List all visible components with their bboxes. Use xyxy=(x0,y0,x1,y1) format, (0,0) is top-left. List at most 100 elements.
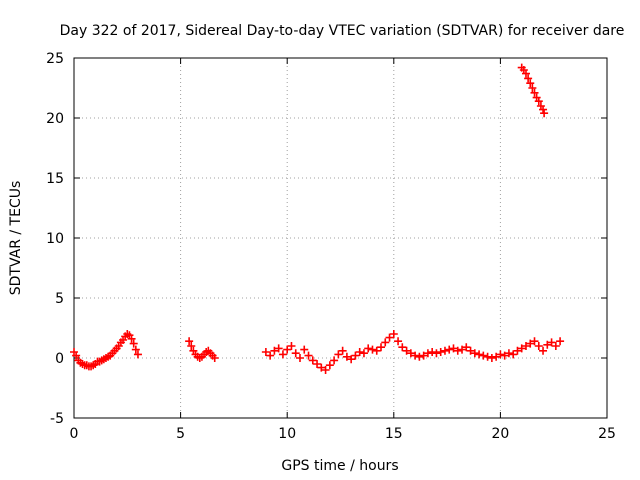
x-axis-label: GPS time / hours xyxy=(281,458,398,474)
data-point xyxy=(517,344,526,353)
data-point xyxy=(475,350,484,359)
data-point xyxy=(351,351,360,360)
data-point xyxy=(359,349,368,358)
y-tick-label: 25 xyxy=(46,51,64,67)
data-point xyxy=(287,342,296,350)
data-point xyxy=(530,337,539,346)
data-point xyxy=(487,354,496,362)
x-tick-label: 15 xyxy=(385,426,403,442)
data-point xyxy=(540,109,549,118)
data-point xyxy=(210,354,219,362)
data-point xyxy=(423,349,432,358)
data-point xyxy=(377,343,386,352)
data-point xyxy=(521,342,530,350)
data-point xyxy=(547,338,556,347)
data-point xyxy=(428,348,437,356)
x-tick-labels: 0 5 10 15 20 25 xyxy=(70,426,616,442)
data-point xyxy=(187,342,196,350)
data-point xyxy=(526,79,535,88)
data-point xyxy=(266,351,275,360)
data-point xyxy=(411,351,420,360)
data-point xyxy=(334,350,343,359)
data-point xyxy=(445,345,454,354)
data-point xyxy=(300,345,309,354)
data-point xyxy=(325,361,334,370)
data-point xyxy=(483,352,492,361)
data-point xyxy=(470,349,479,358)
data-point xyxy=(504,349,513,358)
grid-lines xyxy=(74,58,607,418)
x-tick-label: 25 xyxy=(598,426,616,442)
data-point xyxy=(496,350,505,359)
data-point xyxy=(449,344,458,353)
data-point xyxy=(509,350,518,359)
y-tick-label: 15 xyxy=(46,171,64,187)
data-point xyxy=(398,343,407,352)
data-point xyxy=(458,345,467,354)
y-tick-label: 10 xyxy=(46,231,64,247)
data-point xyxy=(321,366,330,374)
data-point xyxy=(72,351,81,360)
data-point xyxy=(402,346,411,355)
data-point xyxy=(500,351,509,360)
data-point xyxy=(389,330,398,338)
data-point xyxy=(385,333,394,342)
data-point xyxy=(278,350,287,359)
data-point xyxy=(551,342,560,350)
data-point xyxy=(313,360,322,368)
data-point xyxy=(534,97,543,106)
data-point xyxy=(133,350,142,359)
data-point xyxy=(131,345,140,354)
data-point xyxy=(364,344,373,353)
data-point xyxy=(530,88,539,97)
axis-ticks xyxy=(73,57,608,419)
data-point xyxy=(342,352,351,361)
chart-title: Day 322 of 2017, Sidereal Day-to-day VTE… xyxy=(60,23,625,39)
x-tick-label: 20 xyxy=(491,426,509,442)
data-point xyxy=(368,345,377,354)
data-point xyxy=(291,349,300,358)
data-point xyxy=(406,349,415,358)
data-point xyxy=(466,346,475,355)
data-point xyxy=(524,74,533,83)
x-tick-label: 0 xyxy=(70,426,79,442)
data-point xyxy=(436,348,445,356)
y-tick-label: 5 xyxy=(55,291,64,307)
data-point xyxy=(521,69,530,78)
data-point xyxy=(526,339,535,348)
data-point xyxy=(415,352,424,361)
data-point xyxy=(534,342,543,350)
data-point xyxy=(274,344,283,353)
data-point xyxy=(185,337,194,346)
data-point xyxy=(432,349,441,358)
y-tick-label: -5 xyxy=(50,411,64,427)
data-point xyxy=(330,356,339,365)
data-point xyxy=(394,337,403,346)
data-point xyxy=(543,340,552,349)
data-point xyxy=(270,346,279,355)
data-point xyxy=(539,105,548,114)
data-point xyxy=(381,338,390,347)
data-point xyxy=(338,346,347,355)
y-tick-labels: -5 0 5 10 15 20 25 xyxy=(46,51,64,427)
data-point xyxy=(372,346,381,355)
data-point xyxy=(308,356,317,365)
x-tick-label: 5 xyxy=(176,426,185,442)
data-point xyxy=(304,351,313,360)
data-point xyxy=(513,346,522,355)
data-point xyxy=(479,351,488,360)
data-point xyxy=(127,334,136,343)
y-axis-label: SDTVAR / TECUs xyxy=(8,181,24,296)
y-tick-label: 0 xyxy=(55,351,64,367)
data-point xyxy=(129,339,138,348)
data-point xyxy=(492,352,501,361)
data-point xyxy=(317,363,326,372)
data-point xyxy=(347,355,356,364)
y-tick-label: 20 xyxy=(46,111,64,127)
data-point xyxy=(556,337,565,346)
x-tick-label: 10 xyxy=(278,426,296,442)
data-point xyxy=(295,354,304,362)
data-series-sdtvar xyxy=(70,63,565,374)
data-point xyxy=(440,346,449,355)
